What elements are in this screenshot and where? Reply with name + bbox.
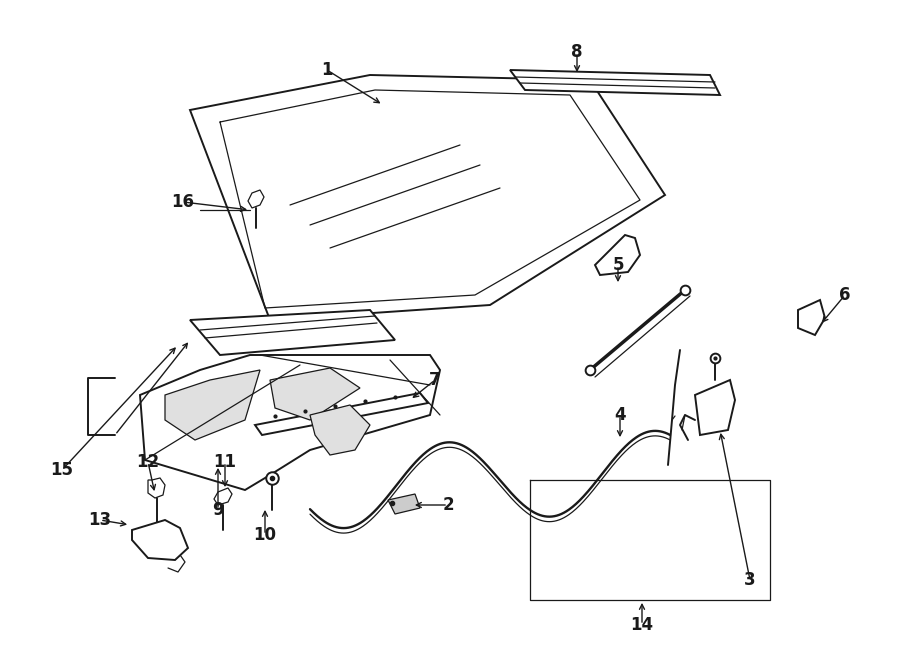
Text: 8: 8 bbox=[572, 43, 583, 61]
Text: 1: 1 bbox=[321, 61, 333, 79]
Text: 6: 6 bbox=[839, 286, 850, 304]
Polygon shape bbox=[214, 488, 232, 505]
Polygon shape bbox=[248, 190, 264, 208]
Polygon shape bbox=[310, 405, 370, 455]
Text: 9: 9 bbox=[212, 501, 224, 519]
Polygon shape bbox=[140, 355, 440, 490]
Text: 7: 7 bbox=[429, 371, 441, 389]
Polygon shape bbox=[388, 494, 420, 514]
Polygon shape bbox=[255, 393, 428, 435]
Text: 11: 11 bbox=[213, 453, 237, 471]
Text: 14: 14 bbox=[630, 616, 653, 634]
Polygon shape bbox=[190, 75, 665, 320]
Polygon shape bbox=[595, 235, 640, 275]
Polygon shape bbox=[270, 368, 360, 420]
Text: 2: 2 bbox=[442, 496, 454, 514]
Polygon shape bbox=[132, 520, 188, 560]
Text: 15: 15 bbox=[50, 461, 74, 479]
Text: 4: 4 bbox=[614, 406, 626, 424]
Polygon shape bbox=[798, 300, 825, 335]
Text: 10: 10 bbox=[254, 526, 276, 544]
Polygon shape bbox=[190, 310, 395, 355]
Text: 13: 13 bbox=[88, 511, 112, 529]
Text: 3: 3 bbox=[744, 571, 756, 589]
Text: 12: 12 bbox=[137, 453, 159, 471]
Polygon shape bbox=[148, 478, 165, 498]
Polygon shape bbox=[695, 380, 735, 435]
Polygon shape bbox=[165, 370, 260, 440]
Polygon shape bbox=[510, 70, 720, 95]
Text: 16: 16 bbox=[172, 193, 194, 211]
Text: 5: 5 bbox=[612, 256, 624, 274]
